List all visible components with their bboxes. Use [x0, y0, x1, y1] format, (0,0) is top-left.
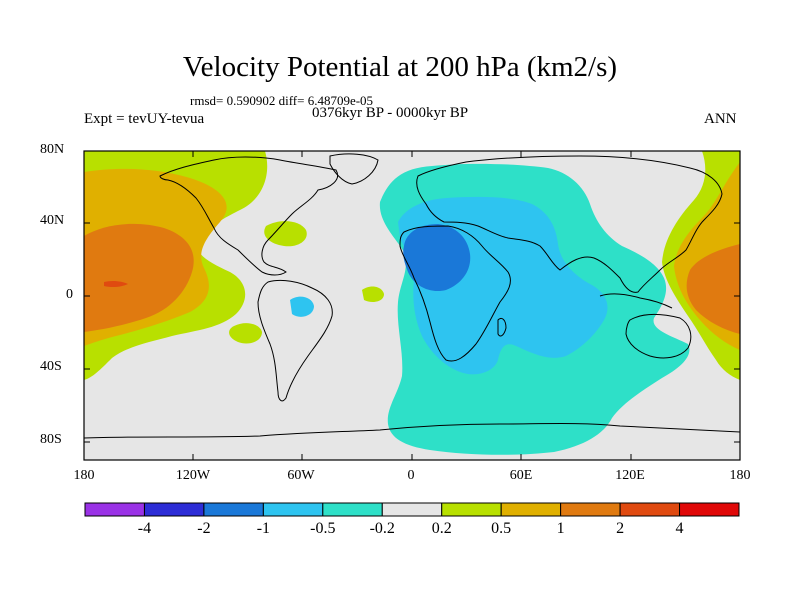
lat-label-80s: 80S	[40, 432, 62, 447]
atlantic-positive-blob	[362, 286, 384, 302]
antarctica-coast	[84, 423, 740, 439]
south-america-coast	[257, 279, 333, 402]
eurasia-coast	[416, 155, 723, 293]
greenland-coast	[329, 153, 379, 185]
lon-label-60e: 60E	[509, 468, 533, 483]
lat-label-80n: 80N	[40, 142, 65, 157]
caribbean-positive-blob	[264, 221, 307, 247]
season-label: ANN	[704, 111, 737, 127]
contour-field	[84, 151, 740, 460]
colorbar	[84, 502, 740, 517]
lon-label-180e: 180	[729, 468, 751, 483]
lat-label-40n: 40N	[40, 213, 65, 228]
axis-ticks	[83, 150, 741, 460]
colorbar-label: 4	[675, 520, 684, 537]
experiment-label: Expt = tevUY-tevua	[84, 111, 205, 127]
colorbar-swatch	[679, 502, 740, 517]
colorbar-label: -0.5	[310, 520, 336, 537]
pacific-west-positive	[84, 223, 194, 332]
south-america-positive-blob	[229, 323, 262, 344]
madagascar-coast	[497, 317, 507, 337]
colorbar-label: -2	[197, 520, 211, 537]
indonesia-coast	[599, 293, 673, 309]
colorbar-swatch	[381, 502, 443, 517]
colorbar-swatch	[560, 502, 621, 517]
colorbar-swatch	[441, 502, 502, 517]
lon-label-0: 0	[407, 468, 415, 483]
colorbar-label: 1	[556, 520, 565, 537]
colorbar-label: -0.2	[369, 520, 395, 537]
page-title: Velocity Potential at 200 hPa (km2/s)	[182, 51, 618, 83]
lat-label-40s: 40S	[40, 359, 62, 374]
lon-label-120e: 120E	[615, 468, 645, 483]
africa-coast	[399, 225, 511, 362]
south-america-mid-negative	[290, 296, 314, 317]
lat-label-0: 0	[66, 287, 73, 302]
colorbar-swatch	[84, 502, 145, 517]
colorbar-swatch	[322, 502, 383, 517]
colorbar-label: 0.5	[491, 520, 512, 537]
stats-line: rmsd= 0.590902 diff= 6.48709e-05	[190, 93, 374, 108]
australia-coast	[625, 314, 692, 359]
lon-label-120w: 120W	[175, 468, 211, 483]
pacific-west-strong-positive	[104, 280, 128, 288]
colorbar-swatch	[143, 502, 205, 517]
colorbar-swatch	[619, 502, 681, 517]
north-america-coast	[159, 156, 338, 276]
colorbar-swatch	[262, 502, 324, 517]
lon-label-60w: 60W	[287, 468, 315, 483]
sahara-negative-core	[403, 224, 471, 292]
colorbar-swatch	[203, 502, 264, 517]
lon-label-180w: 180	[73, 468, 95, 483]
colorbar-label: -4	[137, 520, 152, 537]
coastlines	[84, 153, 740, 439]
colorbar-label: 2	[616, 520, 625, 537]
colorbar-swatch	[500, 502, 562, 517]
colorbar-label: -1	[256, 520, 271, 537]
period-label: 0376kyr BP - 0000kyr BP	[312, 105, 469, 121]
colorbar-label: 0.2	[431, 520, 452, 537]
pacific-east-positive	[686, 244, 740, 334]
